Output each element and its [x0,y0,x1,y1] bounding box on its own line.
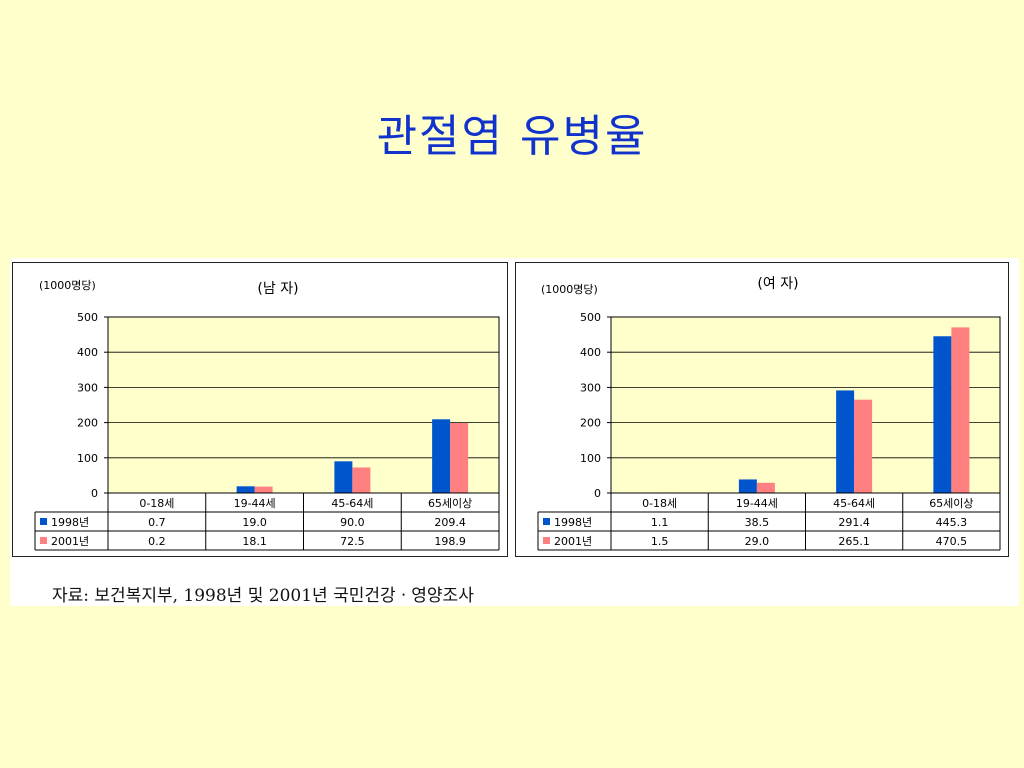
y-tick-label: 400 [580,346,601,359]
data-label: 198.9 [434,535,466,548]
bar-2001-4 [951,327,970,493]
legend-key [40,537,47,544]
data-label: 265.1 [838,535,870,548]
data-label: 470.5 [936,535,968,548]
chart-title: (남 자) [257,281,298,297]
category-label: 65세이상 [428,497,472,510]
bar-2001-2 [254,486,273,493]
legend-label: 1998년 [51,516,89,529]
y-tick-label: 500 [77,311,98,324]
y-tick-label: 200 [580,417,601,430]
chart-male: (1000명당) (남 자) 0 100 200 300 400 500 0-18세 19-44세… [12,262,508,557]
data-label: 0.7 [148,516,166,529]
bar-1998-4 [432,419,451,493]
data-label: 209.4 [434,516,466,529]
legend-key [543,537,550,544]
y-tick-label: 0 [91,487,98,500]
bar-2001-3 [854,399,873,493]
y-tick-label: 0 [594,487,601,500]
legend-key [543,518,550,525]
data-label: 38.5 [745,516,770,529]
bar-1998-2 [738,479,757,493]
chart-female: (1000명당) (여 자) 0 100 200 300 400 500 0-18세 19-44세… [515,262,1009,557]
data-label: 445.3 [936,516,968,529]
source-note: 자료: 보건복지부, 1998년 및 2001년 국민건강ㆍ영양조사 [52,586,474,606]
bar-1998-3 [334,461,353,493]
data-label: 72.5 [340,535,365,548]
y-tick-label: 100 [77,452,98,465]
data-label: 1.1 [651,516,669,529]
bar-2001-2 [756,482,775,493]
bar-1998-4 [933,336,952,493]
chart-female-svg: (1000명당) (여 자) 0 100 200 300 400 500 0-18세 19-44세… [537,276,1001,551]
data-label: 19.0 [242,516,267,529]
category-label: 0-18세 [139,497,174,510]
y-tick-label: 400 [77,346,98,359]
category-label: 0-18세 [642,497,677,510]
legend-label: 2001년 [554,535,592,548]
unit-label: (1000명당) [541,283,598,296]
bar-2001-3 [352,467,371,493]
legend-label: 1998년 [554,516,592,529]
figure-panel: (1000명당) (남 자) 0 100 200 300 400 500 0-18세 19-44세… [10,258,1019,606]
category-label: 45-64세 [331,497,373,510]
chart-male-svg: (1000명당) (남 자) 0 100 200 300 400 500 0-18세 19-44세… [34,279,500,551]
category-label: 45-64세 [833,497,875,510]
bar-2001-4 [450,422,469,493]
unit-label: (1000명당) [39,279,96,292]
y-tick-label: 200 [77,417,98,430]
bar-1998-2 [236,486,255,493]
chart-title: (여 자) [757,276,798,292]
data-label: 0.2 [148,535,166,548]
legend-label: 2001년 [51,535,89,548]
y-tick-label: 100 [580,452,601,465]
legend-key [40,518,47,525]
slide-title: 관절염 유병율 [376,111,648,162]
data-label: 90.0 [340,516,365,529]
bar-1998-3 [836,390,855,493]
category-label: 65세이상 [929,497,973,510]
data-label: 29.0 [745,535,770,548]
y-tick-label: 300 [580,381,601,394]
data-label: 1.5 [651,535,669,548]
y-tick-label: 500 [580,311,601,324]
y-tick-label: 300 [77,381,98,394]
category-label: 19-44세 [736,497,778,510]
data-label: 291.4 [838,516,870,529]
data-label: 18.1 [242,535,267,548]
category-label: 19-44세 [234,497,276,510]
